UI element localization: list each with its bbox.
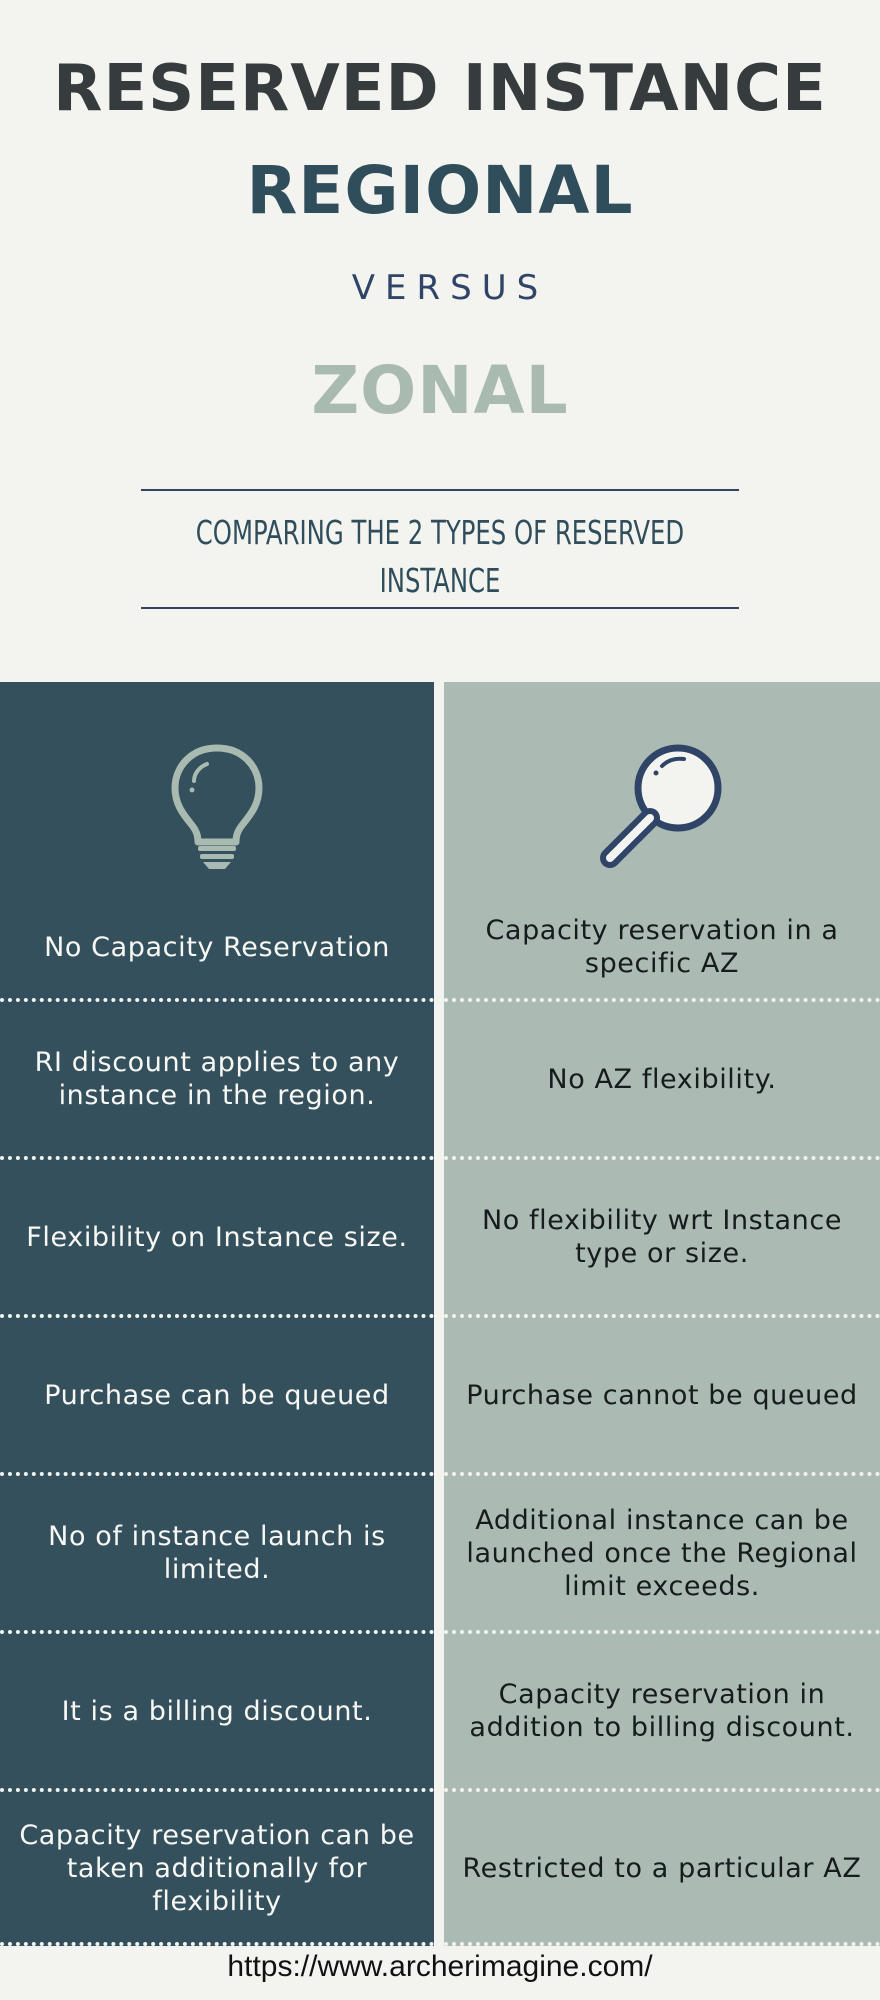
title-versus: VERSUS bbox=[351, 268, 549, 308]
row-divider bbox=[0, 1314, 434, 1318]
zonal-row-3: No flexibility wrt Instance type or size… bbox=[481, 1205, 843, 1269]
magnifying-glass-icon bbox=[600, 744, 722, 868]
row-divider bbox=[444, 1314, 880, 1318]
row-divider bbox=[0, 998, 434, 1002]
regional-row-1: No Capacity Reservation bbox=[44, 931, 390, 963]
row-divider bbox=[444, 1788, 880, 1792]
row-divider bbox=[0, 1788, 434, 1792]
regional-row-2: RI discount applies to any instance in t… bbox=[34, 1047, 400, 1111]
zonal-row-2: No AZ flexibility. bbox=[547, 1063, 777, 1095]
row-divider bbox=[444, 1942, 880, 1946]
footer-url[interactable]: https://www.archerimagine.com/ bbox=[227, 1950, 653, 1983]
zonal-row-6: Capacity reservation in addition to bill… bbox=[469, 1679, 855, 1743]
zonal-row-5: Additional instance can be launched once… bbox=[466, 1504, 858, 1602]
subtitle-box: COMPARING THE 2 TYPES OF RESERVED INSTAN… bbox=[141, 489, 739, 609]
row-divider bbox=[0, 1472, 434, 1476]
row-divider bbox=[444, 1630, 880, 1634]
title-regional: REGIONAL bbox=[246, 152, 634, 229]
row-divider bbox=[444, 1156, 880, 1160]
regional-row-4: Purchase can be queued bbox=[44, 1379, 390, 1411]
regional-row-6: It is a billing discount. bbox=[61, 1695, 373, 1727]
regional-row-5: No of instance launch is limited. bbox=[48, 1521, 386, 1585]
row-divider bbox=[444, 998, 880, 1002]
regional-column: No Capacity Reservation RI discount appl… bbox=[0, 682, 434, 1946]
zonal-column: Capacity reservation in a specific AZ No… bbox=[444, 682, 880, 1946]
row-divider bbox=[444, 1472, 880, 1476]
row-divider bbox=[0, 1156, 434, 1160]
zonal-row-4: Purchase cannot be queued bbox=[466, 1379, 858, 1411]
regional-row-7: Capacity reservation can be taken additi… bbox=[19, 1819, 415, 1917]
zonal-row-1: Capacity reservation in a specific AZ bbox=[485, 915, 839, 979]
title-reserved-instance: RESERVED INSTANCE bbox=[53, 52, 827, 126]
lightbulb-icon bbox=[171, 744, 263, 869]
regional-icon-box bbox=[0, 742, 434, 882]
zonal-row-7: Restricted to a particular AZ bbox=[462, 1852, 862, 1884]
header-section: RESERVED INSTANCE REGIONAL VERSUS ZONAL … bbox=[0, 0, 880, 682]
title-zonal: ZONAL bbox=[311, 352, 569, 429]
regional-row-3: Flexibility on Instance size. bbox=[26, 1221, 408, 1253]
zonal-icon-box bbox=[444, 742, 880, 882]
row-divider bbox=[0, 1942, 434, 1946]
row-divider bbox=[0, 1630, 434, 1634]
subtitle: COMPARING THE 2 TYPES OF RESERVED INSTAN… bbox=[195, 513, 685, 600]
